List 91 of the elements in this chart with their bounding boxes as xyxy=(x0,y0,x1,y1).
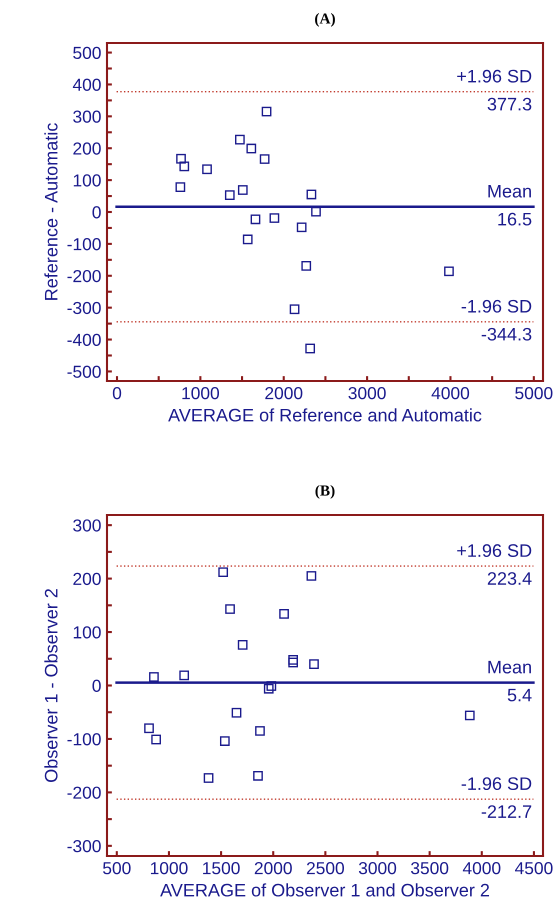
point xyxy=(218,567,228,578)
y-tick-label: -400 xyxy=(67,334,101,346)
ref-line-label: Mean xyxy=(488,660,531,674)
y-tick-label: 300 xyxy=(73,519,101,532)
point xyxy=(279,609,289,619)
point xyxy=(311,206,321,217)
point xyxy=(305,344,316,354)
x-tick-label: 500 xyxy=(103,862,131,874)
point xyxy=(288,654,298,665)
point xyxy=(235,134,245,144)
ref-line-label: +1.96 SD xyxy=(457,70,532,83)
point xyxy=(306,571,316,581)
point xyxy=(224,190,235,200)
y-tick-label: 200 xyxy=(73,572,101,586)
point xyxy=(204,773,214,783)
point xyxy=(309,659,319,669)
point xyxy=(266,681,276,691)
y-axis-title: Observer 1 - Observer 2 xyxy=(44,589,58,782)
annotation: -344.3 xyxy=(482,328,532,341)
y-tick-label: -200 xyxy=(67,270,101,282)
y-axis-title: Reference - Automatic xyxy=(44,123,58,300)
x-tick-label: 4000 xyxy=(432,387,470,400)
x-tick-label: 2000 xyxy=(265,387,302,400)
point xyxy=(270,213,280,223)
annotation: -212.7 xyxy=(482,805,532,818)
point xyxy=(232,708,242,718)
y-tick-label: 0 xyxy=(92,206,101,218)
x-tick-label: 3000 xyxy=(358,862,396,874)
point xyxy=(149,672,159,682)
ref-line-label: Mean xyxy=(488,185,531,198)
ref-line-label: +1.96 SD xyxy=(457,544,532,557)
x-tick-label: 3000 xyxy=(348,387,386,400)
point xyxy=(260,154,270,164)
annotation: 223.4 xyxy=(488,572,532,585)
y-tick-label: -300 xyxy=(67,840,101,852)
point xyxy=(176,182,186,192)
point xyxy=(238,185,248,195)
point xyxy=(250,214,260,224)
y-tick-label: 100 xyxy=(74,626,101,639)
x-axis-title: AVERAGE of Reference and Automatic xyxy=(168,408,482,422)
point xyxy=(290,304,300,314)
x-tick-label: 4000 xyxy=(462,862,500,874)
x-tick-label: 0 xyxy=(112,387,122,400)
point xyxy=(246,144,256,154)
x-tick-label: 5000 xyxy=(515,387,552,400)
point xyxy=(255,726,265,736)
point xyxy=(151,734,161,744)
x-tick-label: 4500 xyxy=(515,862,553,874)
y-tick-label: 500 xyxy=(73,46,101,60)
point xyxy=(262,106,272,116)
point xyxy=(464,710,475,720)
point xyxy=(238,640,248,650)
y-tick-label: 400 xyxy=(72,78,101,91)
ref-line-label: -1.96 SD xyxy=(462,300,532,313)
y-tick-label: 200 xyxy=(73,142,101,155)
annotation: 16.5 xyxy=(498,212,532,226)
point xyxy=(225,604,235,614)
point xyxy=(306,190,316,200)
y-tick-label: -300 xyxy=(67,302,101,314)
y-tick-label: -500 xyxy=(67,366,101,378)
point xyxy=(179,162,190,172)
point xyxy=(242,234,253,244)
ref-line-label: -1.96 SD xyxy=(462,777,532,790)
point xyxy=(288,658,298,668)
chart-title: (B) xyxy=(315,484,335,499)
annotation: 377.3 xyxy=(488,98,532,111)
point xyxy=(264,684,274,694)
y-tick-label: 0 xyxy=(92,680,101,692)
x-axis-title: AVERAGE of Observer 1 and Observer 2 xyxy=(160,883,490,897)
y-tick-label: 300 xyxy=(73,110,101,123)
chart-title: (A) xyxy=(315,12,335,27)
y-tick-label: -100 xyxy=(67,733,101,746)
y-tick-label: 100 xyxy=(74,174,101,187)
point xyxy=(176,154,186,164)
point xyxy=(202,164,212,174)
x-tick-label: 1000 xyxy=(182,387,220,400)
y-tick-label: -200 xyxy=(67,786,101,799)
x-tick-label: 3500 xyxy=(411,862,448,874)
point xyxy=(220,736,230,746)
x-tick-label: 2000 xyxy=(254,862,292,874)
point xyxy=(253,770,263,781)
x-tick-label: 1500 xyxy=(203,862,240,874)
point xyxy=(179,670,190,680)
x-tick-label: 1000 xyxy=(150,862,188,874)
point xyxy=(296,222,307,232)
point xyxy=(144,723,154,734)
x-tick-label: 2500 xyxy=(306,862,344,874)
annotation: 5.4 xyxy=(508,688,532,702)
point xyxy=(444,266,454,276)
y-tick-label: -100 xyxy=(67,238,101,250)
point xyxy=(301,261,312,271)
